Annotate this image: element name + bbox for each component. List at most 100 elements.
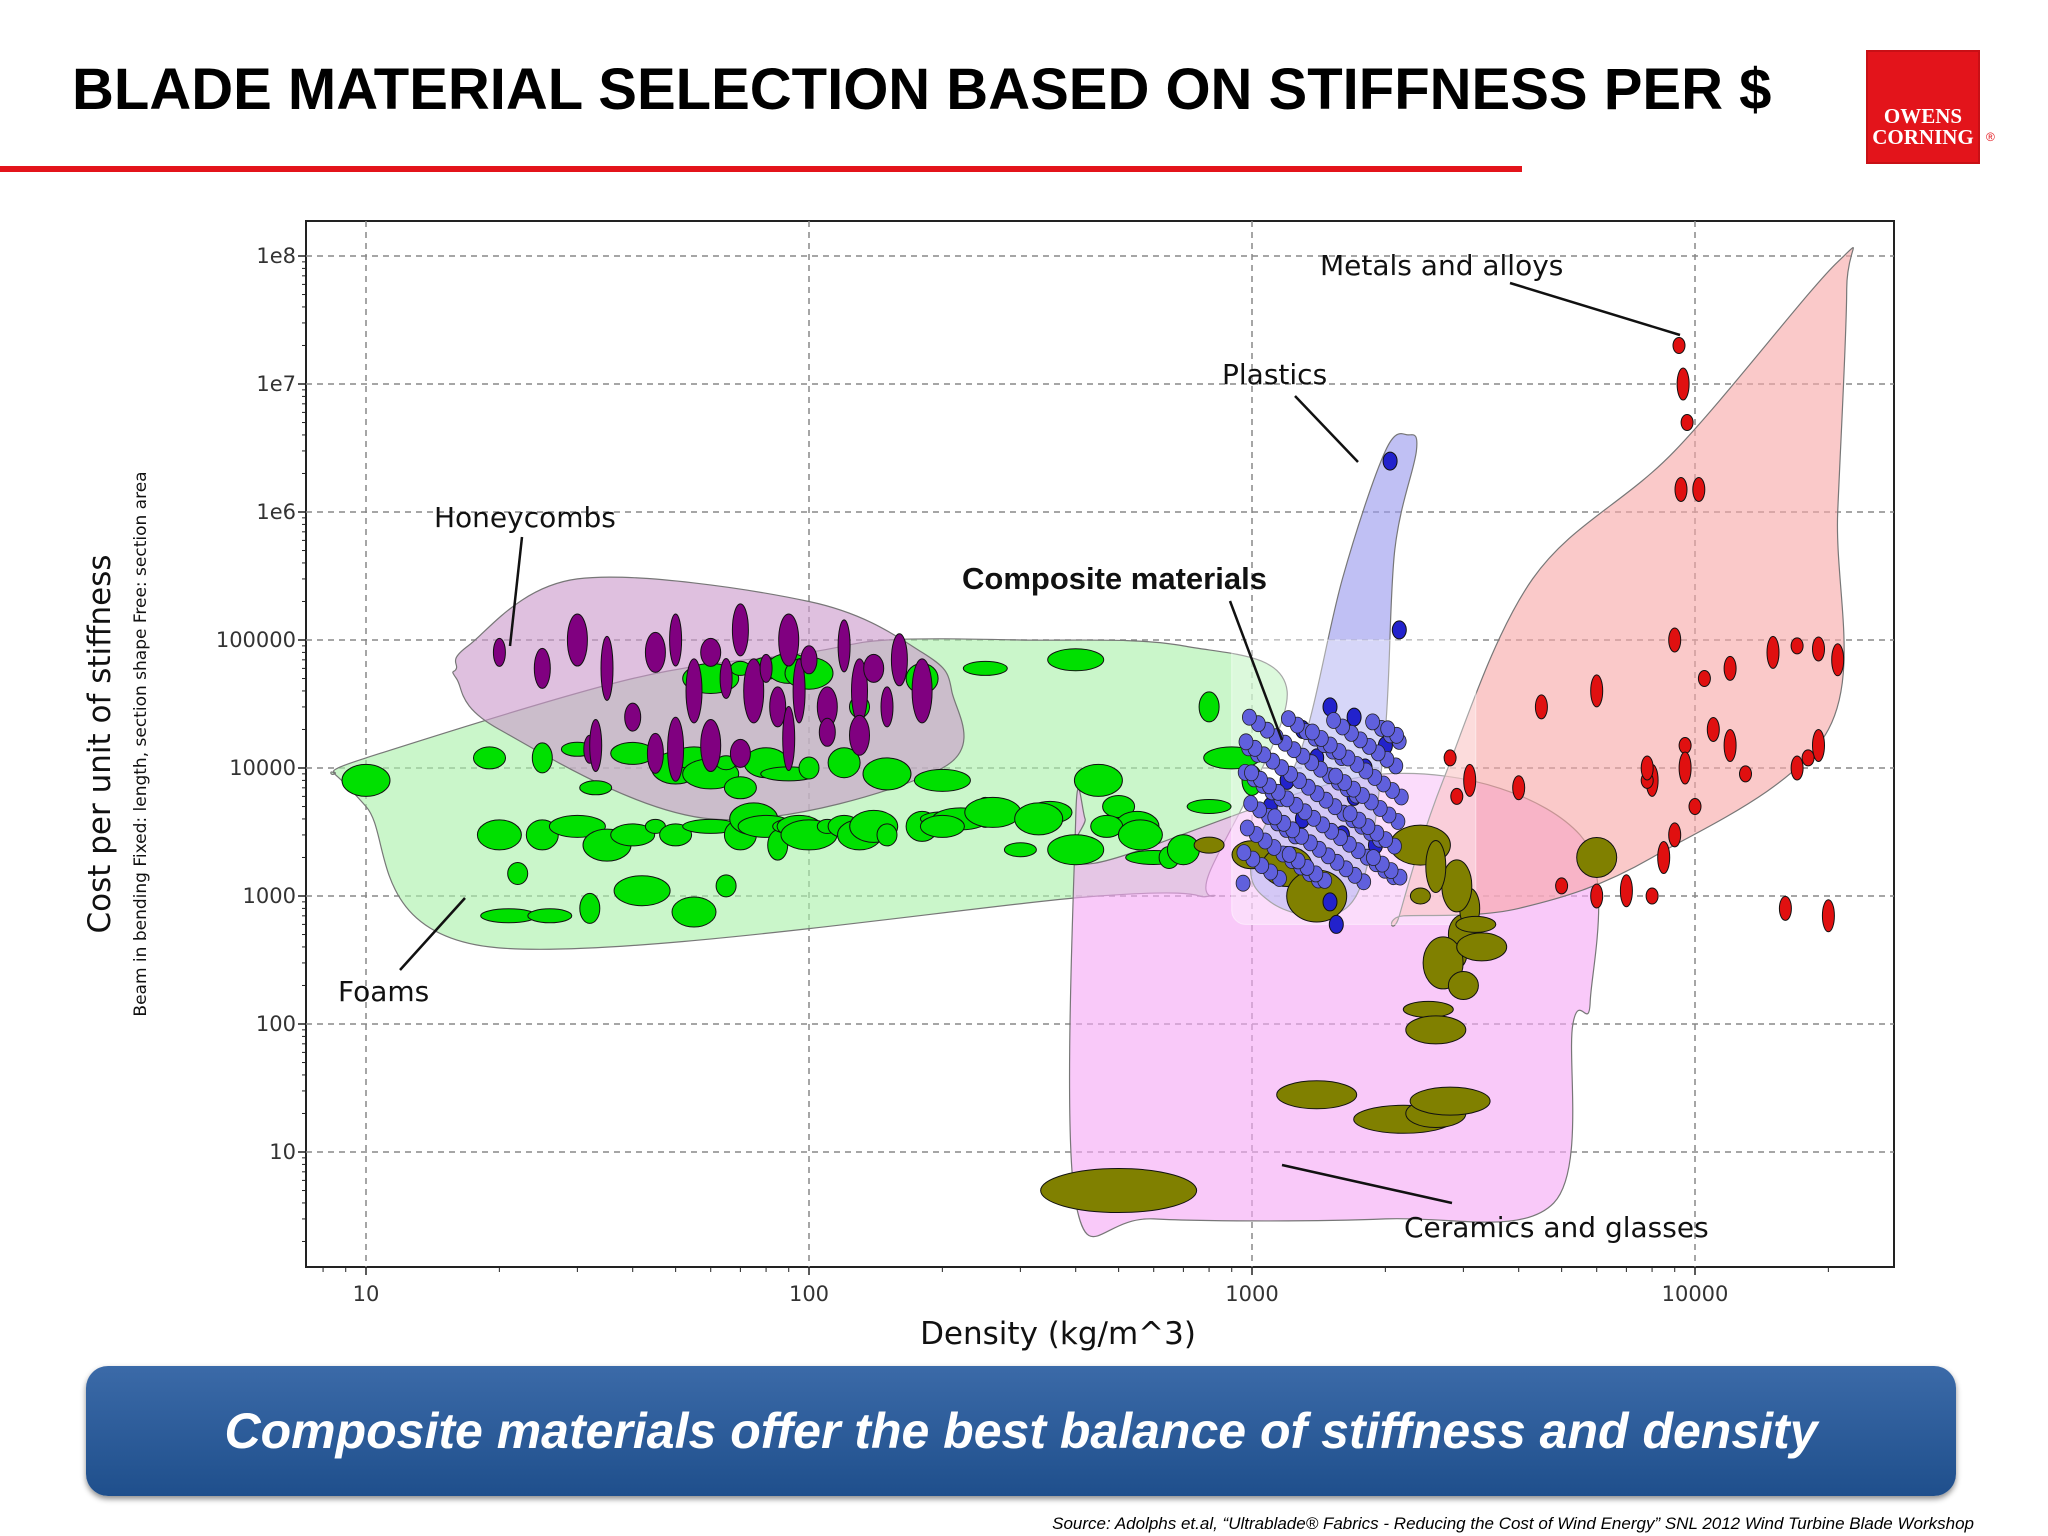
ceramics-and-glasses-point bbox=[1409, 887, 1431, 905]
honeycombs-point bbox=[646, 732, 664, 774]
foams-point bbox=[671, 896, 717, 928]
annotation-leaders bbox=[399, 281, 1681, 1205]
plastics-point bbox=[1328, 767, 1344, 785]
foams-point bbox=[473, 746, 506, 770]
honeycombs-point bbox=[849, 714, 870, 756]
y-tick-label: 1e8 bbox=[256, 244, 296, 268]
plastics-point bbox=[1281, 846, 1297, 863]
ceramics-and-glasses-point bbox=[1409, 1086, 1491, 1116]
axis-ticks: 10 100 1000 10000 10 100 1000 10000 100000 1e6 1e7… bbox=[216, 244, 1829, 1306]
foams-point bbox=[919, 814, 965, 838]
foams-point bbox=[613, 875, 671, 907]
foams-point bbox=[827, 747, 861, 779]
metals-and-alloys-point bbox=[1692, 477, 1706, 502]
metals-and-alloys-point bbox=[1534, 694, 1548, 720]
honeycombsleader bbox=[508, 536, 524, 647]
foams-point bbox=[1073, 763, 1123, 797]
honeycombs-point bbox=[533, 647, 551, 689]
foams-point bbox=[964, 796, 1022, 828]
honeycombs-point bbox=[624, 702, 642, 732]
x-axis-label: Density (kg/m^3) bbox=[920, 1316, 1196, 1352]
metals-and-alloys-point bbox=[1463, 763, 1477, 797]
foams-point bbox=[1047, 648, 1105, 672]
metals-and-alloys-point bbox=[1790, 755, 1804, 781]
plastics-point bbox=[1238, 733, 1254, 751]
honeycombs-point bbox=[600, 635, 614, 701]
honeycombs-point bbox=[685, 658, 703, 724]
foams-point bbox=[1198, 691, 1220, 723]
source-citation: Source: Adolphs et.al, “Ultrablade® Fabr… bbox=[1052, 1514, 1974, 1533]
honeycombs-point bbox=[731, 603, 749, 657]
honeycombs-point bbox=[589, 719, 603, 772]
plasticsleader bbox=[1294, 395, 1359, 463]
x-tick-label: 10 bbox=[353, 1282, 380, 1306]
metals-and-alloys-point bbox=[1790, 637, 1804, 655]
metals-and-alloys-point bbox=[1821, 899, 1835, 933]
honeycombs-point bbox=[644, 631, 666, 673]
banner-text: Composite materials offer the best balan… bbox=[224, 1403, 1818, 1459]
honeycombs-point bbox=[729, 738, 751, 768]
honeycombs-point bbox=[880, 686, 894, 728]
foams-point bbox=[1003, 842, 1037, 858]
metals-and-alloys-point bbox=[1512, 775, 1526, 801]
metals-and-alloys-point bbox=[1443, 749, 1457, 767]
metals-and-alloys-point bbox=[1645, 887, 1659, 905]
metals-and-alloys-point bbox=[1680, 414, 1694, 431]
foams-point bbox=[476, 819, 522, 851]
ceramics-and-glasses-point bbox=[1425, 840, 1447, 893]
x-tick-label: 1000 bbox=[1225, 1282, 1278, 1306]
metals-and-alloys-point bbox=[1678, 737, 1692, 754]
honeycombs-point bbox=[792, 658, 806, 724]
y-axis-subtitle: Beam in bending Fixed: length, section s… bbox=[131, 471, 151, 1016]
y-tick-label: 10 bbox=[269, 1140, 296, 1164]
plastics-point bbox=[1281, 710, 1296, 727]
foams-point bbox=[507, 862, 529, 885]
plastics-point bbox=[1328, 914, 1344, 934]
honeycombs-point bbox=[566, 613, 588, 667]
composite-materialsleader bbox=[1228, 600, 1284, 741]
metals-and-alloys-region bbox=[1390, 247, 1854, 927]
metals-and-alloys-point bbox=[1831, 643, 1845, 677]
foamslabel: Foams bbox=[338, 975, 429, 1008]
metals-and-alloys-point bbox=[1674, 477, 1688, 502]
honeycombs-point bbox=[800, 645, 818, 675]
title-underline bbox=[0, 166, 1522, 172]
plastics-point bbox=[1305, 723, 1320, 741]
material-selection-chart: 10 100 1000 10000 10 100 1000 10000 100000 1e6 1e7… bbox=[82, 220, 1895, 1352]
honeycombs-point bbox=[759, 653, 773, 683]
metals-and-alloys-point bbox=[1801, 749, 1815, 767]
conclusion-banner: Composite materials offer the best balan… bbox=[86, 1366, 1956, 1496]
honeycombs-point bbox=[700, 719, 722, 772]
honeycombs-point bbox=[837, 619, 851, 673]
foams-point bbox=[1014, 802, 1064, 836]
plastics-point bbox=[1236, 844, 1252, 861]
metals-and-alloys-point bbox=[1812, 636, 1825, 662]
ceramics-and-glasses-point bbox=[1447, 971, 1479, 1000]
annotation-labels: Metals and alloys Plastics Honeycombs Compo… bbox=[338, 249, 1709, 1244]
metals-and-alloys-point bbox=[1672, 337, 1686, 354]
slide-title: BLADE MATERIAL SELECTION BASED ON STIFFN… bbox=[72, 57, 1772, 122]
plastics-point bbox=[1391, 620, 1407, 640]
honeycombs-point bbox=[492, 637, 506, 667]
metals-and-alloys-point bbox=[1697, 670, 1711, 687]
honeycombs-point bbox=[782, 706, 796, 771]
logo-line-1: OWENS bbox=[1883, 104, 1963, 128]
plastics-point bbox=[1235, 874, 1251, 892]
ceramics-and-glasses-point bbox=[1402, 1000, 1454, 1018]
metals-and-alloys-point bbox=[1676, 367, 1690, 401]
ceramics-and-glasses-point bbox=[1455, 915, 1497, 933]
ceramics-and-glasses-point bbox=[1276, 1080, 1358, 1110]
y-tick-label: 10000 bbox=[229, 756, 296, 780]
metals-and-alloys-point bbox=[1450, 787, 1464, 805]
honeycombs-point bbox=[669, 613, 683, 667]
honeycombs-point bbox=[863, 653, 885, 683]
metals-and-alloys-point bbox=[1640, 755, 1654, 781]
foams-point bbox=[579, 780, 613, 796]
plasticslabel: Plastics bbox=[1222, 358, 1327, 391]
metals-and-alloys-point bbox=[1657, 841, 1671, 874]
honeycombs-point bbox=[719, 658, 733, 699]
honeycombs-point bbox=[700, 637, 722, 667]
foams-point bbox=[659, 823, 693, 847]
foams-point bbox=[862, 757, 912, 791]
composite-materialslabel: Composite materials bbox=[962, 561, 1267, 596]
